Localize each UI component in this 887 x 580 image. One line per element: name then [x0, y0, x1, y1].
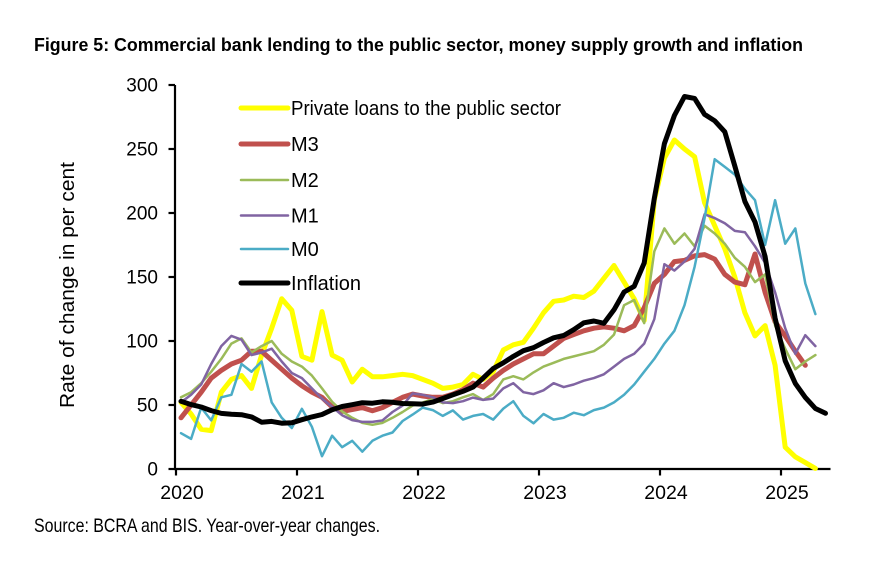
svg-text:0: 0 — [147, 460, 158, 481]
svg-text:M2: M2 — [291, 170, 319, 192]
svg-text:M3: M3 — [291, 134, 319, 156]
svg-text:100: 100 — [126, 332, 158, 353]
svg-text:200: 200 — [126, 204, 158, 225]
svg-text:150: 150 — [126, 268, 158, 289]
svg-text:Rate of change in per cent: Rate of change in per cent — [57, 162, 79, 408]
svg-text:250: 250 — [126, 140, 158, 161]
svg-text:M1: M1 — [291, 206, 319, 228]
svg-text:Private loans to the public se: Private loans to the public sector — [291, 98, 561, 120]
svg-text:2021: 2021 — [281, 482, 324, 504]
svg-text:2022: 2022 — [402, 482, 445, 504]
svg-text:2024: 2024 — [644, 482, 688, 504]
svg-text:Inflation: Inflation — [291, 273, 361, 295]
svg-text:2023: 2023 — [523, 482, 566, 504]
svg-text:50: 50 — [137, 396, 158, 417]
svg-text:Figure 5: Commercial bank lend: Figure 5: Commercial bank lending to the… — [34, 35, 803, 55]
svg-text:300: 300 — [126, 76, 158, 97]
svg-text:2025: 2025 — [765, 482, 809, 504]
svg-text:2020: 2020 — [160, 482, 204, 504]
svg-text:M0: M0 — [291, 239, 319, 261]
svg-text:Source: BCRA and BIS. Year-ove: Source: BCRA and BIS. Year-over-year cha… — [34, 515, 380, 537]
